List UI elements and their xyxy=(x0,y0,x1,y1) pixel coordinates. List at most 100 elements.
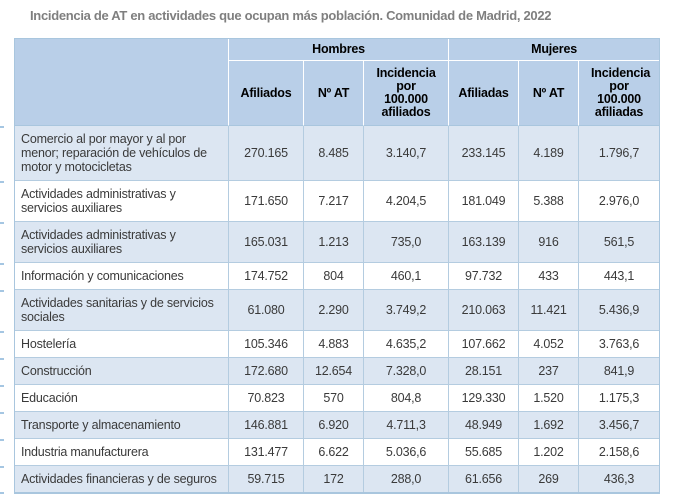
value-cell: 5.036,6 xyxy=(364,439,450,466)
value-cell: 172.680 xyxy=(229,358,304,385)
value-cell: 443,1 xyxy=(579,263,660,290)
value-cell: 804 xyxy=(304,263,364,290)
table-row: Educación 70.823 570 804,8 129.330 1.520… xyxy=(15,385,660,412)
value-cell: 288,0 xyxy=(364,466,450,492)
value-cell: 48.949 xyxy=(449,412,520,439)
value-cell: 181.049 xyxy=(449,181,520,222)
value-cell: 1.692 xyxy=(519,412,580,439)
value-cell: 433 xyxy=(519,263,580,290)
cropped-left-table-edge xyxy=(0,0,4,494)
value-cell: 1.520 xyxy=(519,385,580,412)
value-cell: 3.456,7 xyxy=(579,412,660,439)
value-cell: 11.421 xyxy=(519,290,580,331)
column-header-incidencia-m: Incidencia por 100.000 afiliadas xyxy=(579,61,660,126)
table-row: Comercio al por mayor y al por menor; re… xyxy=(15,126,660,181)
value-cell: 171.650 xyxy=(229,181,304,222)
table-row: Actividades sanitarias y de servicios so… xyxy=(15,290,660,331)
incidence-table: Hombres Mujeres Afiliados Nº AT Incidenc… xyxy=(15,39,660,492)
table-row: Actividades administrativas y servicios … xyxy=(15,222,660,263)
value-cell: 131.477 xyxy=(229,439,304,466)
value-cell: 210.063 xyxy=(449,290,520,331)
value-cell: 97.732 xyxy=(449,263,520,290)
activity-cell: Comercio al por mayor y al por menor; re… xyxy=(15,126,229,181)
value-cell: 70.823 xyxy=(229,385,304,412)
activity-cell: Educación xyxy=(15,385,229,412)
activity-cell: Transporte y almacenamiento xyxy=(15,412,229,439)
activity-cell: Actividades financieras y de seguros xyxy=(15,466,229,492)
value-cell: 570 xyxy=(304,385,364,412)
value-cell: 28.151 xyxy=(449,358,520,385)
value-cell: 460,1 xyxy=(364,263,450,290)
value-cell: 4.052 xyxy=(519,331,580,358)
column-header-afiliadas-m: Afiliadas xyxy=(449,61,520,126)
value-cell: 5.388 xyxy=(519,181,580,222)
value-cell: 7.217 xyxy=(304,181,364,222)
value-cell: 2.290 xyxy=(304,290,364,331)
value-cell: 174.752 xyxy=(229,263,304,290)
value-cell: 1.202 xyxy=(519,439,580,466)
value-cell: 12.654 xyxy=(304,358,364,385)
value-cell: 8.485 xyxy=(304,126,364,181)
value-cell: 105.346 xyxy=(229,331,304,358)
value-cell: 59.715 xyxy=(229,466,304,492)
activity-cell: Actividades sanitarias y de servicios so… xyxy=(15,290,229,331)
value-cell: 561,5 xyxy=(579,222,660,263)
column-header-afiliados-h: Afiliados xyxy=(229,61,304,126)
value-cell: 146.881 xyxy=(229,412,304,439)
value-cell: 4.635,2 xyxy=(364,331,450,358)
column-header-incidencia-h: Incidencia por 100.000 afiliados xyxy=(364,61,450,126)
table-row: Hostelería 105.346 4.883 4.635,2 107.662… xyxy=(15,331,660,358)
value-cell: 165.031 xyxy=(229,222,304,263)
value-cell: 916 xyxy=(519,222,580,263)
value-cell: 804,8 xyxy=(364,385,450,412)
value-cell: 4.711,3 xyxy=(364,412,450,439)
value-cell: 172 xyxy=(304,466,364,492)
value-cell: 3.749,2 xyxy=(364,290,450,331)
value-cell: 3.763,6 xyxy=(579,331,660,358)
value-cell: 436,3 xyxy=(579,466,660,492)
table-row: Construcción 172.680 12.654 7.328,0 28.1… xyxy=(15,358,660,385)
value-cell: 4.189 xyxy=(519,126,580,181)
value-cell: 1.213 xyxy=(304,222,364,263)
column-header-at-m: Nº AT xyxy=(519,61,580,126)
activity-cell: Hostelería xyxy=(15,331,229,358)
column-header-at-h: Nº AT xyxy=(304,61,364,126)
value-cell: 6.920 xyxy=(304,412,364,439)
value-cell: 163.139 xyxy=(449,222,520,263)
activity-cell: Información y comunicaciones xyxy=(15,263,229,290)
value-cell: 4.204,5 xyxy=(364,181,450,222)
value-cell: 233.145 xyxy=(449,126,520,181)
value-cell: 4.883 xyxy=(304,331,364,358)
value-cell: 2.976,0 xyxy=(579,181,660,222)
value-cell: 237 xyxy=(519,358,580,385)
value-cell: 1.175,3 xyxy=(579,385,660,412)
incidence-table-container: Hombres Mujeres Afiliados Nº AT Incidenc… xyxy=(14,38,660,494)
table-row: Transporte y almacenamiento 146.881 6.92… xyxy=(15,412,660,439)
value-cell: 55.685 xyxy=(449,439,520,466)
value-cell: 7.328,0 xyxy=(364,358,450,385)
activity-cell: Industria manufacturera xyxy=(15,439,229,466)
activity-cell: Construcción xyxy=(15,358,229,385)
table-row: Información y comunicaciones 174.752 804… xyxy=(15,263,660,290)
table-row: Industria manufacturera 131.477 6.622 5.… xyxy=(15,439,660,466)
page-title: Incidencia de AT en actividades que ocup… xyxy=(30,8,552,23)
value-cell: 269 xyxy=(519,466,580,492)
corner-cell xyxy=(15,39,229,126)
value-cell: 129.330 xyxy=(449,385,520,412)
value-cell: 107.662 xyxy=(449,331,520,358)
value-cell: 5.436,9 xyxy=(579,290,660,331)
table-row: Actividades financieras y de seguros 59.… xyxy=(15,466,660,492)
value-cell: 3.140,7 xyxy=(364,126,450,181)
value-cell: 841,9 xyxy=(579,358,660,385)
value-cell: 1.796,7 xyxy=(579,126,660,181)
group-header-mujeres: Mujeres xyxy=(449,39,660,61)
activity-cell: Actividades administrativas y servicios … xyxy=(15,181,229,222)
value-cell: 6.622 xyxy=(304,439,364,466)
value-cell: 61.080 xyxy=(229,290,304,331)
group-header-hombres: Hombres xyxy=(229,39,450,61)
activity-cell: Actividades administrativas y servicios … xyxy=(15,222,229,263)
value-cell: 270.165 xyxy=(229,126,304,181)
table-row: Actividades administrativas y servicios … xyxy=(15,181,660,222)
value-cell: 2.158,6 xyxy=(579,439,660,466)
value-cell: 61.656 xyxy=(449,466,520,492)
